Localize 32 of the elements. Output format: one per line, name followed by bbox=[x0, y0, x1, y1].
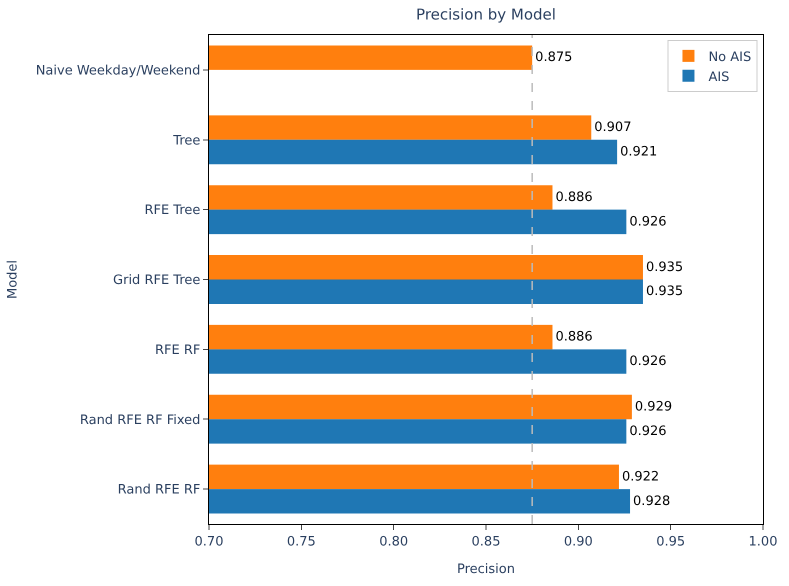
data-label: 0.926 bbox=[629, 214, 667, 230]
data-label: 0.935 bbox=[646, 260, 684, 275]
data-label: 0.928 bbox=[633, 494, 670, 509]
x-tick-label: 0.75 bbox=[286, 534, 316, 550]
data-label: 0.886 bbox=[555, 330, 593, 345]
x-tick-label: 0.95 bbox=[656, 534, 686, 550]
data-label: 0.929 bbox=[634, 399, 672, 414]
x-tick-label: 1.00 bbox=[748, 534, 778, 550]
legend-label: AIS bbox=[708, 70, 730, 85]
y-tick-label: Tree bbox=[172, 133, 200, 148]
y-tick-label: Grid RFE Tree bbox=[113, 273, 200, 288]
data-label: 0.922 bbox=[622, 469, 660, 484]
data-label: 0.926 bbox=[629, 354, 667, 370]
x-tick-label: 0.85 bbox=[472, 534, 500, 550]
data-label: 0.886 bbox=[555, 190, 593, 205]
y-tick-label: RFE Tree bbox=[144, 203, 200, 218]
chart-title: Precision by Model bbox=[416, 5, 556, 24]
x-tick-label: 0.80 bbox=[379, 534, 408, 550]
data-label: 0.935 bbox=[646, 284, 684, 300]
y-tick-label: Naive Weekday/Weekend bbox=[36, 63, 200, 78]
data-label: 0.921 bbox=[620, 144, 658, 160]
y-tick-label: Rand RFE RF Fixed bbox=[80, 412, 200, 428]
y-tick-label: RFE RF bbox=[155, 342, 200, 358]
x-axis-title: Precision bbox=[456, 562, 516, 578]
y-axis-title: Model bbox=[6, 260, 21, 300]
data-label: 0.907 bbox=[594, 120, 632, 136]
data-label: 0.926 bbox=[629, 424, 667, 439]
data-label: 0.875 bbox=[535, 50, 572, 66]
legend-label: No AIS bbox=[708, 50, 752, 65]
x-tick-label: 0.70 bbox=[194, 534, 224, 550]
y-tick-label: Rand RFE RF bbox=[118, 482, 200, 498]
x-tick-label: 0.90 bbox=[564, 534, 593, 550]
